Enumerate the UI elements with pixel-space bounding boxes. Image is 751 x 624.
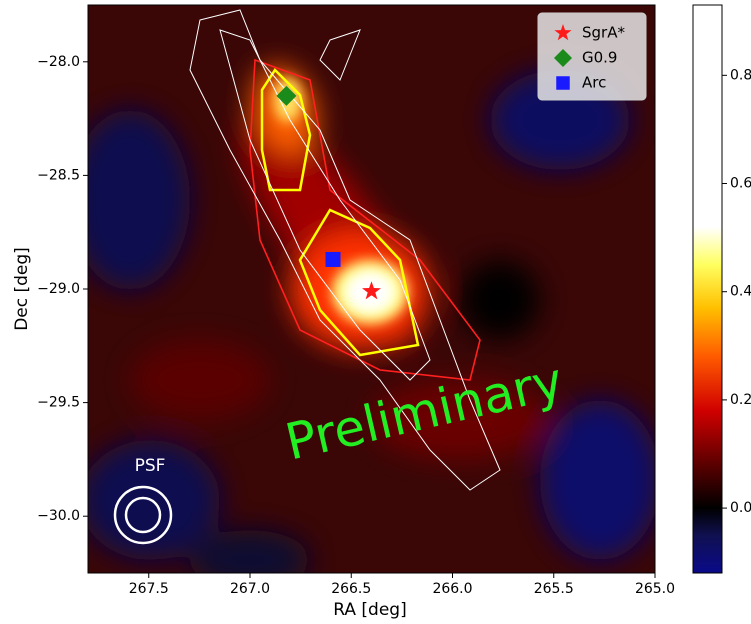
colorbar bbox=[693, 5, 722, 573]
colorbar-tick-label: 0.4 bbox=[730, 284, 751, 300]
y-tick-label: −29.5 bbox=[37, 395, 80, 411]
y-axis-label: Dec [deg] bbox=[12, 247, 32, 331]
legend-label: Arc bbox=[582, 74, 606, 92]
y-tick-label: −29.0 bbox=[37, 281, 80, 297]
colorbar-tick-label: 0.8 bbox=[730, 67, 751, 83]
legend-label: SgrA* bbox=[582, 24, 625, 42]
legend-label: G0.9 bbox=[582, 49, 617, 67]
legend-marker bbox=[556, 76, 570, 90]
y-tick-label: −28.0 bbox=[37, 54, 80, 70]
x-tick-label: 265.5 bbox=[534, 581, 574, 597]
y-tick-label: −28.5 bbox=[37, 167, 80, 183]
colorbar-tick-label: 0.2 bbox=[730, 392, 751, 408]
psf-label: PSF bbox=[135, 456, 166, 476]
colorbar-tick-label: 0.6 bbox=[730, 176, 751, 192]
x-tick-label: 266.0 bbox=[432, 581, 472, 597]
marker-square bbox=[326, 252, 341, 267]
x-tick-label: 267.5 bbox=[129, 581, 169, 597]
x-tick-label: 267.0 bbox=[230, 581, 270, 597]
colorbar-tick-label: 0.0 bbox=[730, 500, 751, 516]
y-tick-label: −30.0 bbox=[37, 508, 80, 524]
chart: PSF Preliminary RA [deg] Dec [deg] 267.5… bbox=[0, 0, 751, 624]
x-axis-label: RA [deg] bbox=[333, 600, 406, 620]
x-tick-label: 266.5 bbox=[331, 581, 371, 597]
x-tick-label: 265.0 bbox=[635, 581, 675, 597]
